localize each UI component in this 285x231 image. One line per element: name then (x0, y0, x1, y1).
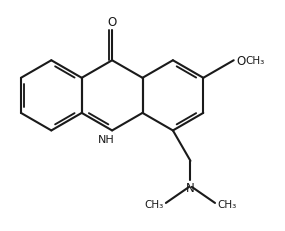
Text: CH₃: CH₃ (144, 199, 163, 209)
Text: CH₃: CH₃ (218, 199, 237, 209)
Text: CH₃: CH₃ (245, 55, 264, 65)
Text: O: O (236, 55, 246, 67)
Text: NH: NH (98, 135, 115, 145)
Text: O: O (107, 16, 117, 29)
Text: N: N (186, 181, 195, 194)
